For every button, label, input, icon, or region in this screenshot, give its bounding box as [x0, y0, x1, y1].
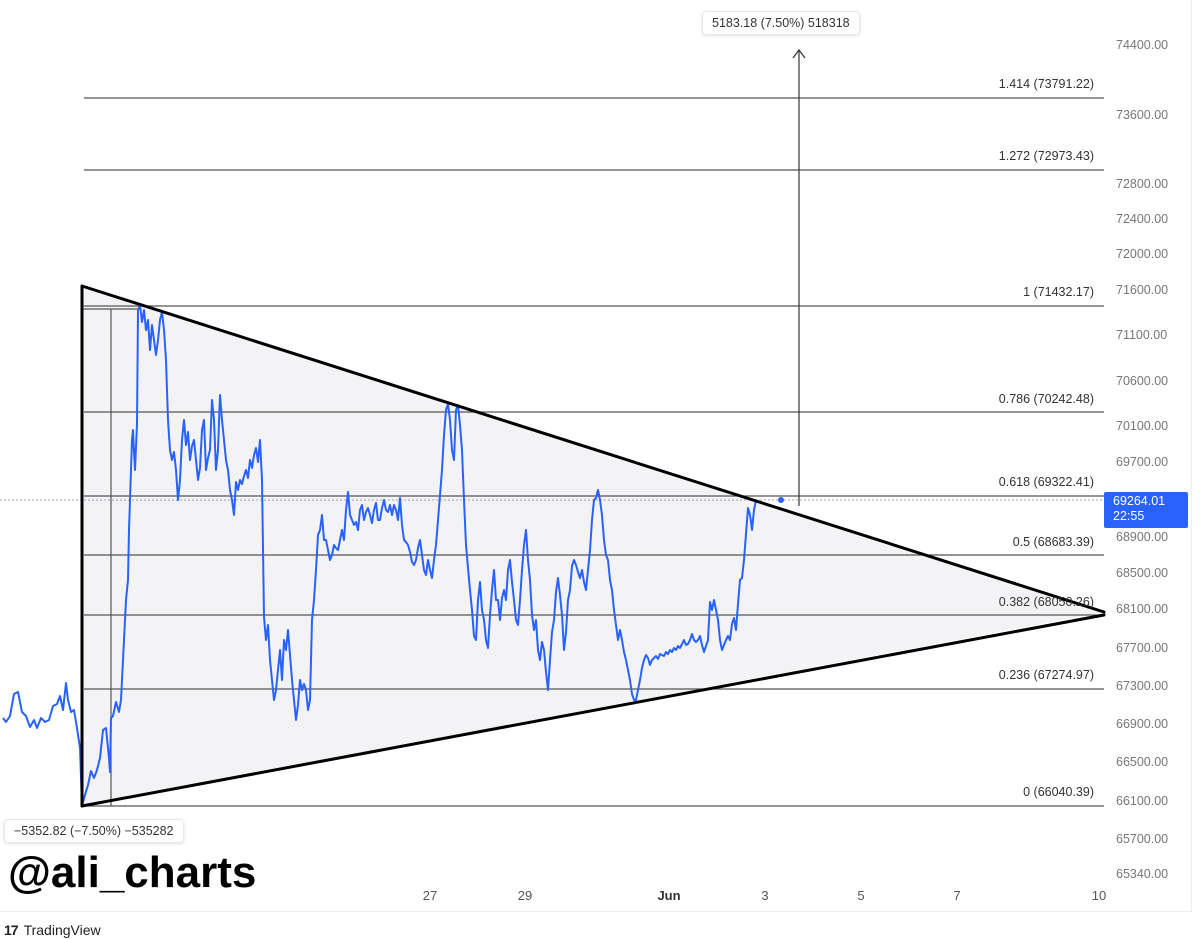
svg-text:72400.00: 72400.00 [1116, 212, 1168, 226]
svg-text:0.786 (70242.48): 0.786 (70242.48) [999, 392, 1094, 406]
last-price-badge: 69264.01 22:55 [1104, 492, 1188, 528]
last-price-dot [778, 497, 784, 503]
svg-text:1.414 (73791.22): 1.414 (73791.22) [999, 77, 1094, 91]
svg-text:29: 29 [518, 888, 532, 903]
svg-text:68500.00: 68500.00 [1116, 566, 1168, 580]
svg-text:66100.00: 66100.00 [1116, 794, 1168, 808]
svg-text:7: 7 [953, 888, 960, 903]
tradingview-brand[interactable]: 17 TradingView [4, 922, 101, 938]
svg-text:72800.00: 72800.00 [1116, 177, 1168, 191]
tradingview-logo-icon: 17 [4, 922, 19, 938]
last-price-value: 69264.01 [1113, 494, 1166, 508]
svg-text:67700.00: 67700.00 [1116, 641, 1168, 655]
last-price-time: 22:55 [1113, 509, 1145, 523]
triangle-fill [82, 286, 1104, 806]
svg-text:68900.00: 68900.00 [1116, 530, 1168, 544]
author-watermark: @ali_charts [8, 848, 257, 897]
svg-text:70100.00: 70100.00 [1116, 419, 1168, 433]
svg-text:10: 10 [1092, 888, 1106, 903]
price-axis-divider [1191, 0, 1192, 912]
svg-text:69700.00: 69700.00 [1116, 455, 1168, 469]
svg-text:1 (71432.17): 1 (71432.17) [1023, 285, 1094, 299]
svg-text:73600.00: 73600.00 [1116, 108, 1168, 122]
svg-text:65340.00: 65340.00 [1116, 867, 1168, 881]
svg-text:Jun: Jun [657, 888, 680, 903]
fibonacci-levels [84, 97, 1104, 807]
svg-text:72000.00: 72000.00 [1116, 247, 1168, 261]
time-axis-divider [0, 911, 1192, 912]
measure-down-tooltip: −5352.82 (−7.50%) −535282 [4, 819, 184, 843]
svg-text:1.272 (72973.43): 1.272 (72973.43) [999, 149, 1094, 163]
svg-text:3: 3 [761, 888, 768, 903]
svg-text:27: 27 [423, 888, 437, 903]
svg-text:66900.00: 66900.00 [1116, 717, 1168, 731]
tradingview-name: TradingView [23, 922, 101, 938]
svg-text:67300.00: 67300.00 [1116, 679, 1168, 693]
svg-text:68100.00: 68100.00 [1116, 602, 1168, 616]
svg-text:0 (66040.39): 0 (66040.39) [1023, 785, 1094, 799]
time-axis[interactable]: 27 29 Jun 3 5 7 10 [423, 888, 1106, 903]
svg-text:71100.00: 71100.00 [1116, 328, 1167, 342]
svg-text:0.236 (67274.97): 0.236 (67274.97) [999, 668, 1094, 682]
price-line [2, 304, 757, 807]
measure-up-tooltip: 5183.18 (7.50%) 518318 [702, 11, 860, 35]
triangle-pattern [80, 284, 1106, 808]
svg-text:0.5 (68683.39): 0.5 (68683.39) [1013, 535, 1094, 549]
svg-text:0.618 (69322.41): 0.618 (69322.41) [999, 475, 1094, 489]
svg-text:66500.00: 66500.00 [1116, 755, 1168, 769]
price-axis[interactable]: 74400.00 73600.00 72800.00 72400.00 7200… [1116, 38, 1168, 881]
svg-text:5: 5 [857, 888, 864, 903]
measure-arrow-up [792, 49, 806, 506]
svg-text:0.382 (68050.26): 0.382 (68050.26) [999, 595, 1094, 609]
svg-text:70600.00: 70600.00 [1116, 374, 1168, 388]
fibonacci-labels: 1.414 (73791.22) 1.272 (72973.43) 1 (714… [999, 77, 1094, 799]
svg-text:74400.00: 74400.00 [1116, 38, 1168, 52]
svg-text:65700.00: 65700.00 [1116, 832, 1168, 846]
svg-text:71600.00: 71600.00 [1116, 283, 1168, 297]
